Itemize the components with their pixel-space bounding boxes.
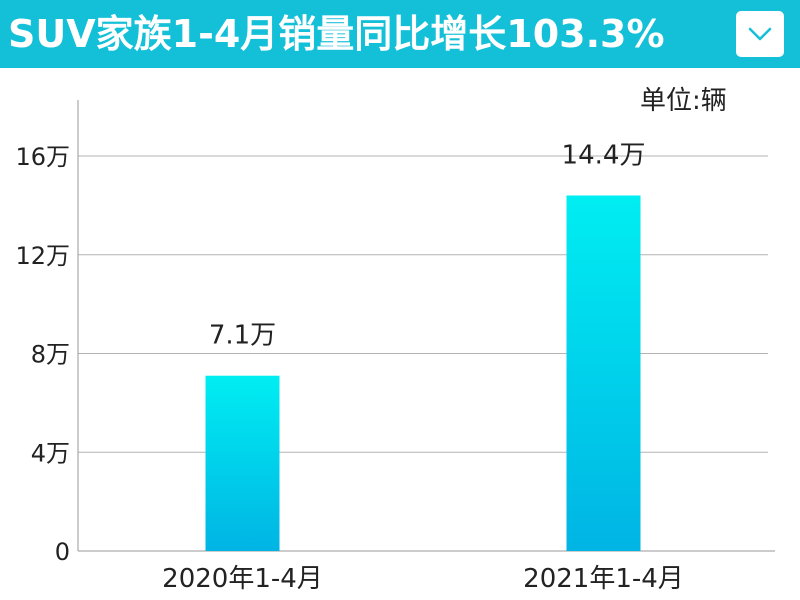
chevron-down-icon (748, 27, 772, 41)
x-tick-label: 2021年1-4月 (523, 564, 684, 594)
y-tick-label: 12万 (15, 242, 70, 270)
x-tick-label: 2020年1-4月 (162, 564, 323, 594)
collapse-button[interactable] (736, 11, 784, 57)
gridlines (78, 155, 768, 453)
bar (205, 375, 280, 551)
y-tick-label: 0 (55, 538, 70, 566)
y-tick-label: 4万 (31, 439, 70, 467)
y-tick-label: 8万 (31, 341, 70, 369)
title-bar: SUV家族1-4月销量同比增长103.3% (0, 0, 800, 68)
unit-label: 单位:辆 (640, 86, 727, 116)
bars (205, 195, 641, 551)
bar-chart: 0 4万 8万 12万 16万 7.1万 2020年1-4月 14.4万 2021年1-4月 (15, 100, 775, 595)
labels: 0 4万 8万 12万 16万 7.1万 2020年1-4月 14.4万 2021年1-4月 (15, 141, 683, 595)
y-tick-label: 16万 (15, 143, 70, 171)
page-title: SUV家族1-4月销量同比增长103.3% (8, 12, 665, 56)
bar (566, 195, 641, 551)
data-label: 14.4万 (562, 141, 646, 171)
data-label: 7.1万 (209, 321, 276, 351)
axes (77, 100, 775, 552)
